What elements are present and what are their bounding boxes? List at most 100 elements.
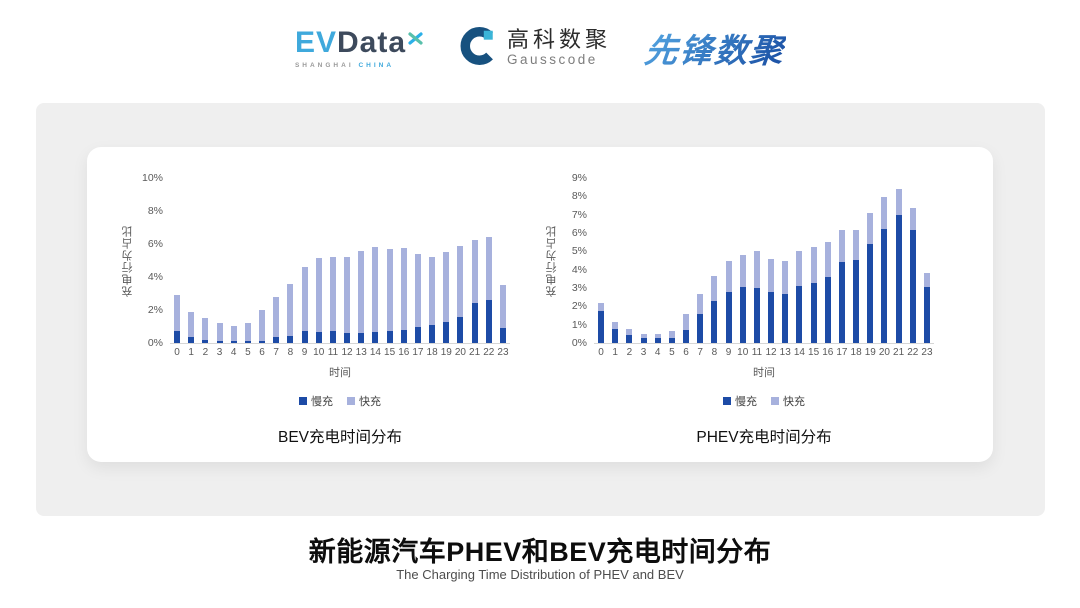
bev-legend: 慢充 快充 bbox=[170, 393, 510, 409]
fast-charge-segment bbox=[711, 276, 718, 301]
slow-charge-segment bbox=[739, 287, 746, 343]
fast-charge-segment bbox=[895, 189, 902, 215]
fast-charge-segment bbox=[301, 267, 308, 332]
x-tick-label: 9 bbox=[301, 347, 308, 358]
x-tick-label: 4 bbox=[230, 347, 237, 358]
x-tick-label: 17 bbox=[836, 347, 848, 358]
slow-charge-segment bbox=[485, 300, 492, 343]
fast-charge-segment bbox=[739, 255, 746, 288]
slow-charge-segment bbox=[429, 324, 436, 343]
fast-charge-segment bbox=[216, 323, 223, 342]
y-tick-label: 0% bbox=[147, 337, 163, 349]
x-tick-label: 15 bbox=[384, 347, 396, 358]
fast-charge-swatch bbox=[771, 397, 779, 405]
slow-charge-segment bbox=[358, 333, 365, 343]
y-tick-label: 9% bbox=[571, 172, 587, 184]
slow-charge-segment bbox=[923, 287, 930, 343]
slow-charge-segment bbox=[881, 229, 888, 343]
slow-charge-segment bbox=[598, 310, 604, 343]
x-tick-label: 22 bbox=[483, 347, 495, 358]
phev-plot-area: 充电行为占比 0% 1% 2% 3% 4% 5% 6% 7% 8% 9% bbox=[546, 172, 934, 349]
phev-chart: 充电行为占比 0% 1% 2% 3% 4% 5% 6% 7% 8% 9% 0 1 2 3 4 5 6 7 8 9 10… bbox=[539, 172, 939, 447]
phev-chart-title: PHEV充电时间分布 bbox=[696, 429, 832, 446]
slow-charge-segment bbox=[867, 244, 874, 343]
y-tick-label: 8% bbox=[147, 205, 163, 217]
stacked-bar bbox=[923, 273, 930, 343]
stacked-bar bbox=[796, 251, 803, 343]
legend-label-slow: 慢充 bbox=[735, 396, 757, 408]
fast-charge-segment bbox=[259, 310, 266, 341]
fast-charge-swatch bbox=[347, 397, 355, 405]
slow-charge-segment bbox=[457, 316, 464, 343]
gray-panel: 充电行为占比 0% 2% 4% 6% 8% 10% 0 1 2 3 4 5 6 7 8 9 10 11 12 13 1… bbox=[36, 103, 1045, 516]
y-tick-label: 10% bbox=[141, 172, 163, 184]
slow-charge-segment bbox=[810, 282, 817, 343]
stacked-bar bbox=[230, 325, 237, 343]
slow-charge-segment bbox=[683, 330, 690, 343]
legend-item-fast: 快充 bbox=[771, 393, 805, 409]
page-title: 新能源汽车PHEV和BEV充电时间分布 bbox=[308, 537, 772, 567]
fast-charge-segment bbox=[315, 258, 322, 333]
stacked-bar bbox=[372, 247, 379, 343]
y-tick-label: 8% bbox=[571, 190, 587, 203]
x-tick-label: 8 bbox=[287, 347, 294, 358]
stacked-bar bbox=[315, 258, 322, 343]
x-tick-label: 7 bbox=[273, 347, 279, 358]
x-tick-label: 14 bbox=[369, 347, 381, 358]
slow-charge-segment bbox=[654, 338, 661, 343]
x-tick-label: 1 bbox=[188, 347, 194, 358]
phev-x-axis-label: 时间 bbox=[753, 367, 775, 379]
y-tick-label: 6% bbox=[147, 238, 163, 250]
fast-charge-segment bbox=[230, 325, 237, 342]
slow-charge-segment bbox=[782, 294, 789, 343]
stacked-bar bbox=[414, 253, 421, 343]
fast-charge-segment bbox=[429, 257, 436, 325]
x-tick-label: 19 bbox=[864, 347, 876, 358]
slow-charge-segment bbox=[315, 332, 322, 343]
x-tick-label: 20 bbox=[454, 347, 466, 358]
legend-item-slow: 慢充 bbox=[299, 393, 333, 409]
slow-charge-segment bbox=[329, 331, 336, 343]
gausscode-cn-text: 高科数聚 bbox=[507, 27, 612, 53]
x-tick-label: 18 bbox=[850, 347, 862, 358]
y-tick-label: 3% bbox=[571, 282, 587, 294]
slow-charge-swatch bbox=[299, 397, 307, 405]
stacked-bar bbox=[640, 333, 647, 343]
stacked-bar bbox=[216, 323, 223, 343]
evdata-tagline: SHANGHAI CHINA bbox=[295, 62, 424, 69]
x-tick-label: 20 bbox=[878, 347, 890, 358]
slow-charge-segment bbox=[668, 337, 675, 343]
fast-charge-segment bbox=[626, 329, 633, 335]
slow-charge-segment bbox=[725, 291, 732, 343]
y-tick-label: 4% bbox=[147, 271, 163, 283]
x-tick-label: 10 bbox=[737, 347, 749, 358]
fast-charge-segment bbox=[753, 251, 760, 288]
slow-charge-segment bbox=[838, 262, 845, 343]
stacked-bar bbox=[697, 293, 704, 343]
stacked-bar bbox=[429, 257, 436, 343]
slow-charge-segment bbox=[216, 341, 223, 343]
fast-charge-segment bbox=[358, 250, 365, 334]
x-tick-label: 0 bbox=[174, 347, 180, 358]
slow-charge-swatch bbox=[723, 397, 731, 405]
stacked-bar bbox=[895, 189, 902, 343]
x-tick-label: 1 bbox=[612, 347, 618, 358]
fast-charge-segment bbox=[273, 296, 280, 338]
x-tick-label: 0 bbox=[598, 347, 604, 358]
legend-item-fast: 快充 bbox=[347, 393, 381, 409]
stacked-bar bbox=[244, 323, 251, 343]
fast-charge-segment bbox=[457, 245, 464, 317]
x-tick-label: 13 bbox=[779, 347, 791, 358]
stacked-bar bbox=[471, 239, 478, 343]
gausscode-wordmark: 高科数聚 Gausscode bbox=[507, 28, 611, 67]
phev-bars bbox=[594, 179, 934, 343]
fast-charge-segment bbox=[485, 236, 492, 301]
fast-charge-segment bbox=[867, 212, 874, 244]
slow-charge-segment bbox=[909, 230, 916, 343]
fast-charge-segment bbox=[782, 261, 789, 295]
fast-charge-segment bbox=[244, 323, 251, 342]
stacked-bar bbox=[881, 197, 888, 343]
y-tick-label: 7% bbox=[571, 208, 587, 221]
x-tick-label: 23 bbox=[921, 347, 933, 358]
